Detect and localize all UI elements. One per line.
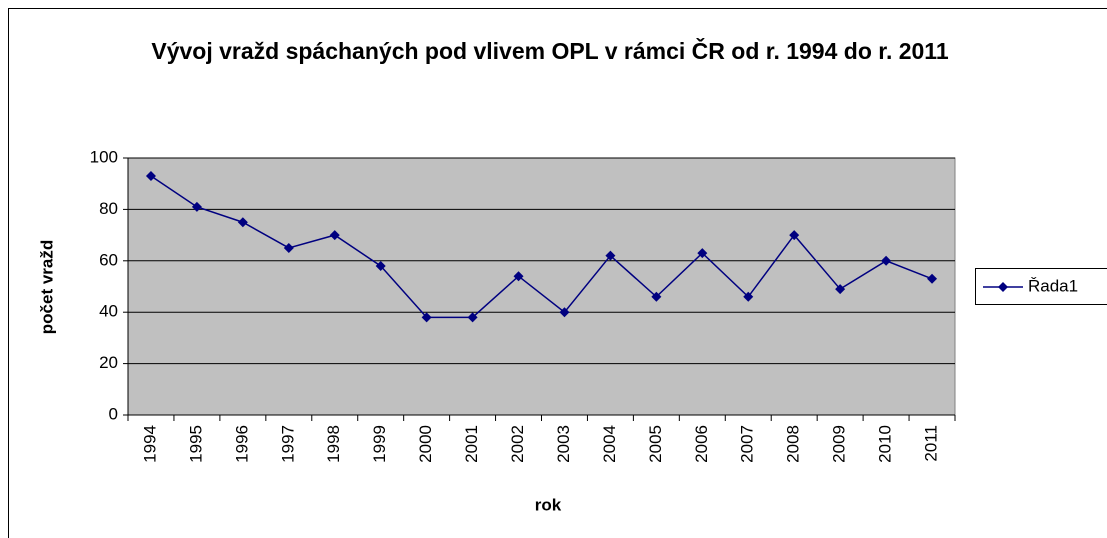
x-tick-label: 2009 xyxy=(830,425,849,463)
y-tick-label: 40 xyxy=(99,302,118,321)
x-tick-label: 2008 xyxy=(784,425,803,463)
point-marker xyxy=(697,248,708,259)
x-tick-label: 1996 xyxy=(232,425,251,463)
x-tick-label: 2007 xyxy=(738,425,757,463)
point-marker xyxy=(743,291,754,302)
legend-label: Řada1 xyxy=(1028,276,1078,295)
y-tick-label: 60 xyxy=(99,250,118,269)
x-tick-label: 2005 xyxy=(646,425,665,463)
x-tick-label: 2010 xyxy=(876,425,895,463)
x-axis-label: rok xyxy=(535,495,562,514)
point-marker xyxy=(237,217,248,228)
y-tick-label: 80 xyxy=(99,199,118,218)
point-marker xyxy=(467,312,478,323)
series-line xyxy=(150,175,933,319)
point-marker xyxy=(927,273,938,284)
legend-marker xyxy=(998,282,1008,292)
x-tick-label: 1994 xyxy=(140,425,159,463)
x-tick-label: 2004 xyxy=(600,425,619,463)
point-marker xyxy=(421,312,432,323)
x-tick-label: 2001 xyxy=(462,425,481,463)
point-marker xyxy=(605,250,616,261)
point-marker xyxy=(191,201,202,212)
chart-border xyxy=(8,8,1107,538)
point-marker xyxy=(513,271,524,282)
point-marker xyxy=(789,230,800,241)
x-tick-label: 2006 xyxy=(692,425,711,463)
x-tick-label: 2000 xyxy=(416,425,435,463)
x-tick-label: 2003 xyxy=(554,425,573,463)
x-tick-label: 1995 xyxy=(186,425,205,463)
x-tick-label: 2002 xyxy=(508,425,527,463)
chart-title: Vývoj vražd spáchaných pod vlivem OPL v … xyxy=(151,38,949,64)
plot-area xyxy=(127,157,956,416)
point-marker xyxy=(881,255,892,266)
x-tick-label: 1997 xyxy=(278,425,297,463)
x-tick-label: 1998 xyxy=(324,425,343,463)
point-marker xyxy=(283,242,294,253)
point-marker xyxy=(651,291,662,302)
y-tick-label: 0 xyxy=(109,404,118,423)
y-tick-label: 20 xyxy=(99,353,118,372)
point-marker xyxy=(375,260,386,271)
y-tick-label: 100 xyxy=(90,147,118,166)
point-marker xyxy=(559,307,570,318)
point-marker xyxy=(835,284,846,295)
point-marker xyxy=(329,230,340,241)
x-tick-label: 2011 xyxy=(922,425,941,462)
point-marker xyxy=(145,170,156,181)
x-tick-label: 1999 xyxy=(370,425,389,463)
y-axis-label: počet vražd xyxy=(37,240,56,334)
